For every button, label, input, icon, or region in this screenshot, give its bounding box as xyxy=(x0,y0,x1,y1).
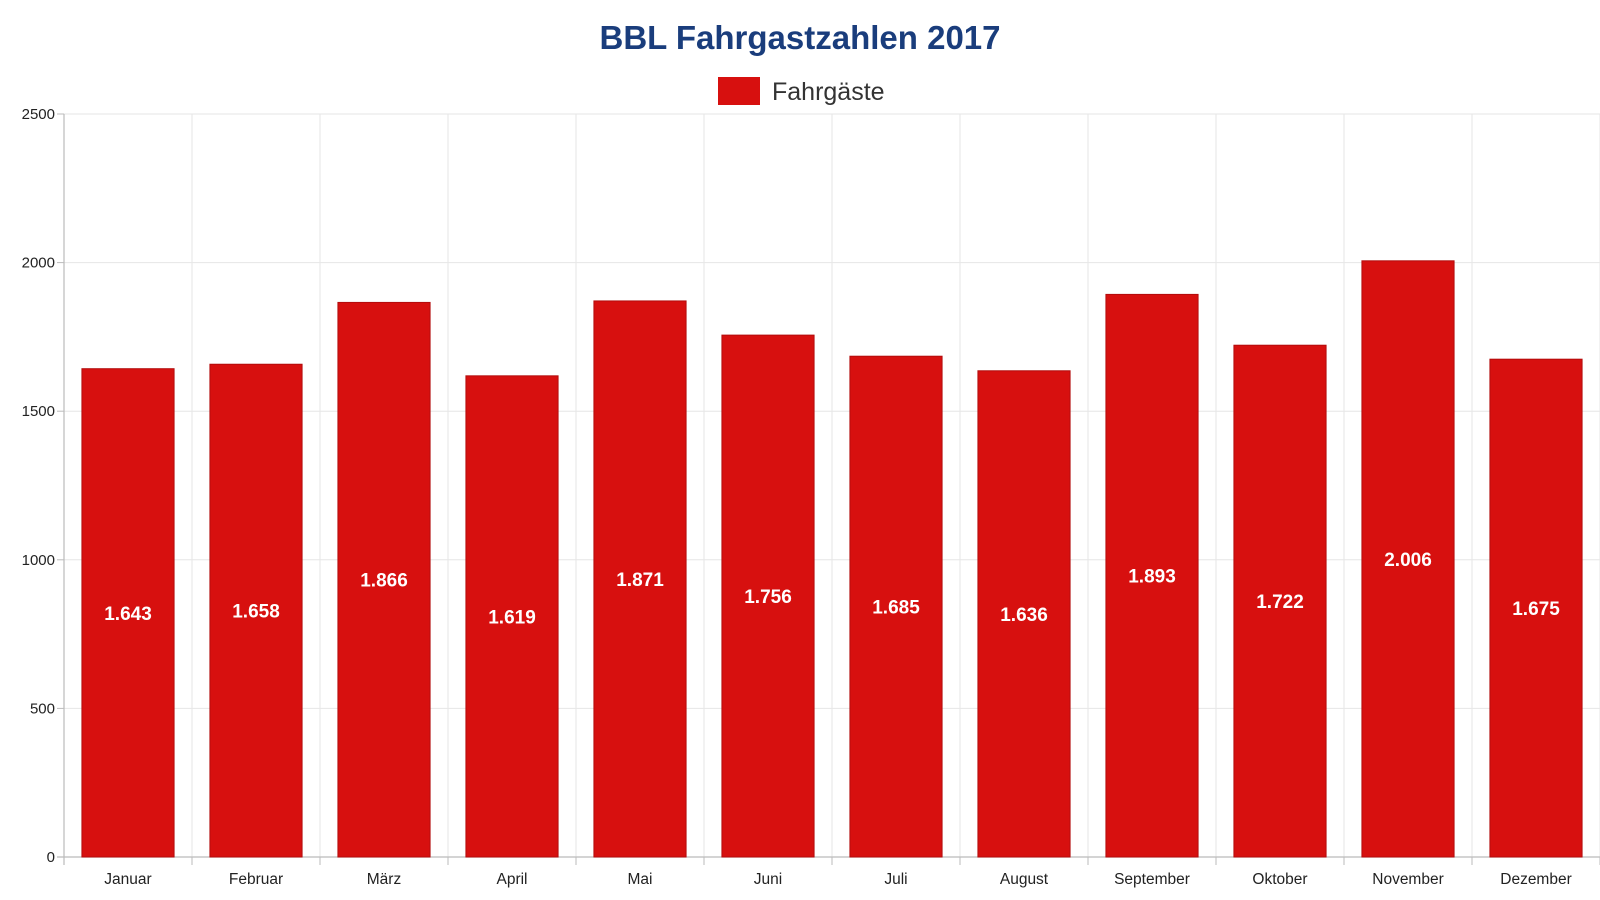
bar-september[interactable] xyxy=(1105,293,1199,858)
legend-label[interactable]: Fahrgäste xyxy=(772,78,885,106)
chart-title: BBL Fahrgastzahlen 2017 xyxy=(599,19,1000,56)
data-label: 1.619 xyxy=(488,607,536,628)
data-label: 1.893 xyxy=(1128,567,1176,588)
data-labels: 1.643 1.658 1.866 1.619 1.871 1.756 1.685 1.636… xyxy=(104,550,1560,629)
bar-januar[interactable] xyxy=(81,368,175,858)
x-tick-label: Juli xyxy=(884,871,907,888)
bar-juni[interactable] xyxy=(721,334,815,858)
y-tick-label: 500 xyxy=(30,700,55,717)
y-tick-label: 0 xyxy=(47,849,55,866)
data-label: 1.643 xyxy=(104,604,152,625)
data-label: 1.685 xyxy=(872,598,920,619)
bar-august[interactable] xyxy=(977,370,1071,858)
data-label: 1.636 xyxy=(1000,605,1048,626)
data-label: 2.006 xyxy=(1384,550,1432,571)
y-tick-label: 1000 xyxy=(22,552,55,569)
x-tick-label: Februar xyxy=(229,871,283,888)
bar-februar[interactable] xyxy=(209,363,303,858)
bar-dezember[interactable] xyxy=(1489,358,1583,858)
axes: 0 500 1000 1500 2000 2500 Januar Februar März Apr… xyxy=(22,106,1600,888)
data-label: 1.756 xyxy=(744,587,792,608)
bar-oktober[interactable] xyxy=(1233,344,1327,858)
x-tick-label: April xyxy=(496,871,527,888)
x-tick-label: Oktober xyxy=(1252,871,1307,888)
y-tick-label: 2000 xyxy=(22,255,55,272)
data-label: 1.866 xyxy=(360,571,408,592)
legend: Fahrgäste xyxy=(718,77,885,106)
bar-juli[interactable] xyxy=(849,355,943,858)
x-tick-label: März xyxy=(367,871,401,888)
legend-swatch xyxy=(718,77,760,105)
x-tick-label: August xyxy=(1000,871,1049,888)
data-label: 1.722 xyxy=(1256,592,1304,613)
x-tick-label: Dezember xyxy=(1500,871,1572,888)
y-tick-label: 1500 xyxy=(22,403,55,420)
bar-november[interactable] xyxy=(1361,260,1455,858)
y-tick-label: 2500 xyxy=(22,106,55,123)
bars xyxy=(81,260,1583,858)
bar-märz[interactable] xyxy=(337,301,431,858)
bar-april[interactable] xyxy=(465,375,559,858)
x-tick-label: September xyxy=(1114,871,1190,888)
x-tick-label: Mai xyxy=(628,871,653,888)
x-tick-label: November xyxy=(1372,871,1444,888)
data-label: 1.675 xyxy=(1512,599,1560,620)
data-label: 1.871 xyxy=(616,570,664,591)
x-tick-label: Juni xyxy=(754,871,782,888)
grid xyxy=(64,113,1600,857)
x-tick-label: Januar xyxy=(104,871,151,888)
data-label: 1.658 xyxy=(232,602,280,623)
bar-mai[interactable] xyxy=(593,300,687,858)
